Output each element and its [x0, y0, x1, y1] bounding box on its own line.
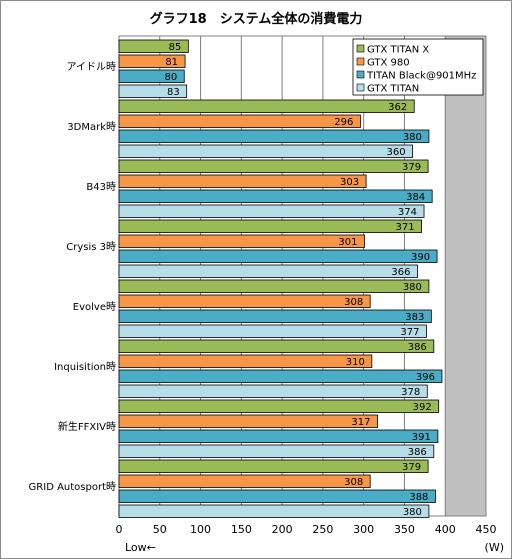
legend-swatch-1: [356, 57, 365, 66]
bar-6-1: [118, 414, 378, 428]
legend-swatch-0: [356, 44, 365, 53]
bar-3-2: [118, 249, 438, 263]
value-label-0-0: 85: [169, 42, 182, 53]
x-tick-label-0: 0: [116, 523, 123, 536]
value-label-5-3: 378: [401, 387, 420, 398]
value-label-1-2: 380: [403, 132, 422, 143]
bar-6-3: [118, 444, 435, 458]
bar-0-0: [118, 39, 189, 53]
direction-label: Low←: [125, 541, 156, 554]
value-label-5-1: 310: [346, 357, 365, 368]
bar-4-3: [118, 324, 427, 338]
bar-6-2: [118, 429, 439, 443]
x-unit-label: (W): [485, 541, 504, 554]
legend-swatch-3: [356, 83, 365, 92]
bar-7-0: [118, 459, 429, 473]
value-label-7-1: 308: [344, 477, 363, 488]
value-label-2-3: 374: [398, 207, 417, 218]
category-label-5: Inquisition時: [54, 361, 116, 373]
bar-0-3: [118, 84, 188, 98]
x-tick-label-100: 100: [190, 523, 211, 536]
x-tick-label-150: 150: [231, 523, 252, 536]
value-label-0-3: 83: [167, 87, 180, 98]
category-label-2: B43時: [86, 181, 116, 193]
bar-3-0: [118, 219, 422, 233]
value-label-4-3: 377: [400, 327, 419, 338]
value-label-6-1: 317: [351, 417, 370, 428]
value-label-0-1: 81: [165, 57, 178, 68]
legend-label-2: TITAN Black@901MHz: [366, 71, 476, 82]
value-label-1-0: 362: [388, 102, 407, 113]
bar-1-0: [118, 99, 415, 113]
bar-7-2: [118, 489, 436, 503]
bar-2-2: [118, 189, 433, 203]
value-label-2-1: 303: [340, 177, 359, 188]
bar-3-1: [118, 234, 365, 248]
legend-label-3: GTX TITAN: [367, 84, 419, 95]
value-label-1-3: 360: [387, 147, 406, 158]
bar-1-2: [118, 129, 430, 143]
value-label-6-0: 392: [413, 402, 432, 413]
legend-box: [352, 38, 484, 96]
category-label-1: 3DMark時: [67, 121, 116, 133]
value-label-4-1: 308: [344, 297, 363, 308]
bar-6-0: [118, 399, 440, 413]
bar-2-0: [118, 159, 429, 173]
x-tick-label-50: 50: [153, 523, 167, 536]
legend-label-0: GTX TITAN X: [367, 45, 429, 56]
bar-3-3: [118, 264, 418, 278]
x-tick-label-200: 200: [272, 523, 293, 536]
value-label-5-2: 396: [416, 372, 435, 383]
value-label-6-3: 386: [408, 447, 427, 458]
x-tick-label-350: 350: [394, 523, 415, 536]
value-label-6-2: 391: [412, 432, 431, 443]
bar-0-2: [118, 69, 185, 83]
value-label-3-1: 301: [338, 237, 357, 248]
value-label-3-0: 371: [395, 222, 414, 233]
value-label-7-2: 388: [409, 492, 428, 503]
category-label-0: アイドル時: [67, 61, 117, 73]
bar-1-1: [118, 114, 361, 128]
legend-label-1: GTX 980: [367, 58, 410, 69]
category-label-6: 新生FFXIV時: [58, 420, 116, 433]
bar-1-3: [118, 144, 414, 158]
x-tick-label-450: 450: [476, 523, 497, 536]
x-tick-label-250: 250: [312, 523, 333, 536]
value-label-0-2: 80: [165, 72, 178, 83]
category-label-4: Evolve時: [73, 301, 116, 313]
value-label-7-3: 380: [403, 507, 422, 518]
value-label-5-0: 386: [408, 342, 427, 353]
value-label-7-0: 379: [402, 462, 421, 473]
value-label-1-1: 296: [334, 117, 353, 128]
legend-swatch-2: [356, 70, 365, 79]
value-label-3-2: 390: [411, 252, 430, 263]
bar-2-3: [118, 204, 425, 218]
category-label-7: GRID Autosport時: [29, 481, 116, 493]
bar-4-0: [118, 279, 430, 293]
bar-5-0: [118, 339, 435, 353]
bar-4-1: [118, 294, 371, 308]
bar-7-3: [118, 504, 430, 518]
bar-0-1: [118, 54, 186, 68]
value-label-3-3: 366: [391, 267, 410, 278]
bar-5-1: [118, 354, 373, 368]
shaded-region: [445, 36, 486, 516]
bar-2-1: [118, 174, 367, 188]
bar-5-3: [118, 384, 428, 398]
bar-7-1: [118, 474, 371, 488]
x-tick-label-300: 300: [353, 523, 374, 536]
bar-5-2: [118, 369, 443, 383]
x-tick-label-400: 400: [435, 523, 456, 536]
value-label-2-2: 384: [406, 192, 425, 203]
chart-title: グラフ18 システム全体の消費電力: [150, 11, 363, 27]
value-label-4-0: 380: [403, 282, 422, 293]
value-label-2-0: 379: [402, 162, 421, 173]
value-label-4-2: 383: [405, 312, 424, 323]
category-label-3: Crysis 3時: [66, 241, 116, 253]
bar-4-2: [118, 309, 432, 323]
